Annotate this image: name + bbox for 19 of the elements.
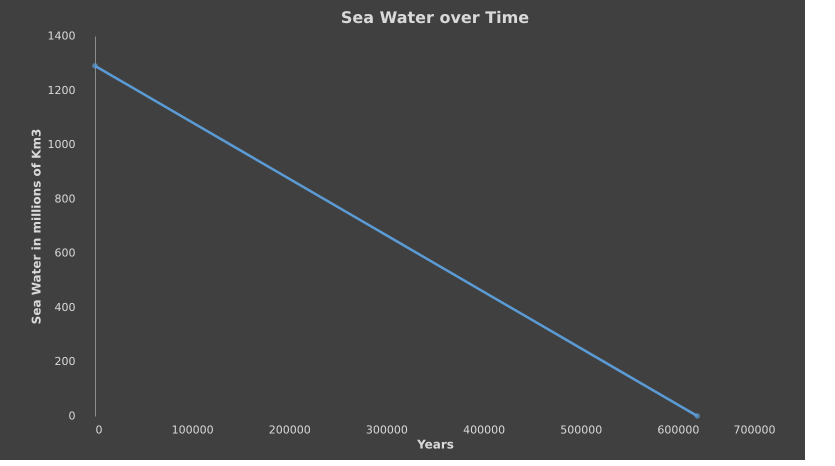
y-tick-label: 1000 — [48, 138, 76, 152]
y-tick-label: 200 — [54, 355, 76, 368]
chart-title: Sea Water over Time — [340, 8, 530, 27]
y-tick-label: 800 — [54, 192, 76, 206]
y-tick-label: 1400 — [48, 30, 76, 42]
x-tick-label: 100000 — [172, 424, 214, 436]
y-tick-label: 1200 — [48, 84, 76, 97]
x-tick-label: 600000 — [657, 424, 700, 436]
x-tick-label: 700000 — [734, 424, 776, 436]
x-tick-label: 0 — [96, 424, 102, 436]
x-tick-label: 200000 — [268, 424, 311, 436]
x-tick-label: 300000 — [366, 424, 408, 436]
y-tick-label: 400 — [54, 300, 76, 314]
x-axis-title: Years — [416, 438, 454, 452]
y-tick-label: 600 — [54, 246, 76, 260]
y-tick-label: 0 — [68, 410, 76, 422]
y-axis-title: Sea Water in millions of Km3 — [30, 128, 44, 324]
x-tick-label: 400000 — [463, 424, 506, 436]
x-tick-label: 500000 — [560, 424, 602, 436]
